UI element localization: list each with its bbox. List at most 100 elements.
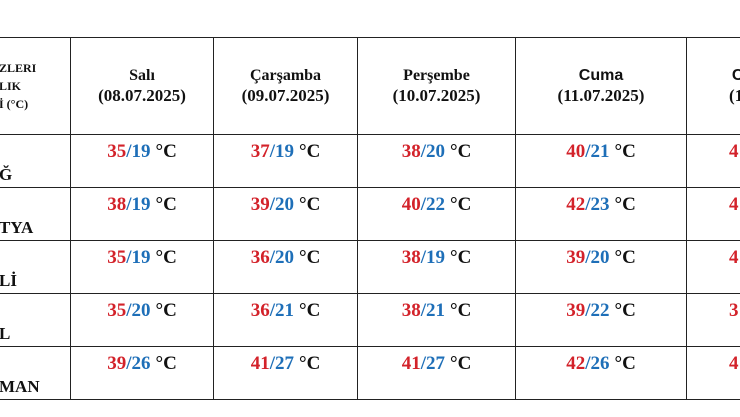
low-temp: 22 [425,194,445,215]
temp-cell: 3 [686,293,740,347]
data-row: Ğ 35/19 °C 37/19 °C 38/20 °C 40/21 °C 4 [0,134,740,188]
data-row: TYA 38/19 °C 39/20 °C 40/22 °C 42/23 °C 4 [0,187,740,241]
low-temp: 23 [590,194,610,215]
day-name: Perşembe [403,67,470,84]
high-temp: 35 [107,141,127,162]
low-temp: 19 [274,141,294,162]
low-temp: 26 [590,353,610,374]
unit: °C [298,247,321,268]
day-date: (11.07.2025) [557,86,645,105]
high-temp: 36 [250,300,270,321]
high-temp: 39 [107,353,127,374]
temp-cell: 37/19 °C [213,134,358,188]
corner-line: LIK [0,79,22,93]
temp-cell: 39/20 °C [213,187,358,241]
low-temp: 26 [131,353,151,374]
day-date: (09.07.2025) [241,86,330,105]
high-temp: 36 [250,247,270,268]
temp-cell: 39/22 °C [515,293,687,347]
separator: / [269,247,275,268]
column-header: Cu (12. [686,37,740,135]
separator: / [126,353,132,374]
unit: °C [614,353,636,374]
low-temp: 21 [425,300,445,321]
low-temp: 19 [425,247,445,268]
temp-cell: 39/20 °C [515,240,687,294]
low-temp: 27 [425,353,445,374]
high-temp: 39 [566,300,586,321]
low-temp: 19 [131,141,151,162]
unit: °C [614,300,636,321]
separator: / [420,194,426,215]
separator: / [269,300,275,321]
low-temp: 20 [425,141,445,162]
low-temp: 20 [590,247,610,268]
data-row: Lİ 35/19 °C 36/20 °C 38/19 °C 39/20 °C 4 [0,240,740,294]
temp-cell: 40/22 °C [357,187,516,241]
temp-cell: 4 [686,346,740,400]
corner-cell: ZLERI LIK İ (°C) [0,37,71,135]
day-name: Cu [731,67,740,84]
unit: °C [614,194,636,215]
low-temp: 21 [274,300,294,321]
low-temp: 20 [131,300,151,321]
header-row: ZLERI LIK İ (°C) Salı (08.07.2025) Çarşamba (0… [0,37,740,135]
high-temp: 3 [729,300,739,321]
separator: / [585,353,591,374]
high-temp: 35 [107,247,127,268]
high-temp: 37 [250,141,270,162]
temp-cell: 35/20 °C [70,293,214,347]
separator: / [126,194,132,215]
day-name: Cuma [578,67,624,84]
row-label: Lİ [0,240,71,294]
day-date: (12. [729,86,740,105]
day-date: (08.07.2025) [98,86,186,105]
high-temp: 4 [729,247,739,268]
column-header: Perşembe (10.07.2025) [357,37,516,135]
temp-cell: 38/21 °C [357,293,516,347]
column-header: Salı (08.07.2025) [70,37,214,135]
day-name: Salı [129,67,155,84]
row-label: TYA [0,187,71,241]
data-row: MAN 39/26 °C 41/27 °C 41/27 °C 42/26 °C 4 [0,346,740,400]
high-temp: 38 [107,194,127,215]
forecast-table: ZLERI LIK İ (°C) Salı (08.07.2025) Çarşamba (0… [0,37,740,400]
day-date: (10.07.2025) [392,86,481,105]
separator: / [420,353,426,374]
high-temp: 40 [566,141,586,162]
low-temp: 20 [274,194,294,215]
high-temp: 41 [401,353,421,374]
temp-cell: 41/27 °C [357,346,516,400]
high-temp: 38 [401,300,421,321]
separator: / [585,247,591,268]
separator: / [126,247,132,268]
temp-cell: 36/20 °C [213,240,358,294]
low-temp: 22 [590,300,610,321]
corner-line: İ (°C) [0,97,29,111]
unit: °C [449,353,472,374]
day-name: Çarşamba [249,67,322,84]
unit: °C [298,141,321,162]
high-temp: 39 [566,247,586,268]
separator: / [269,194,275,215]
separator: / [420,247,426,268]
separator: / [585,194,591,215]
high-temp: 4 [729,194,739,215]
high-temp: 38 [401,141,421,162]
unit: °C [298,300,321,321]
high-temp: 4 [729,353,739,374]
temp-cell: 42/26 °C [515,346,687,400]
unit: °C [298,353,321,374]
unit: °C [449,300,472,321]
unit: °C [155,300,177,321]
row-label: Ğ [0,134,71,188]
low-temp: 19 [131,194,151,215]
unit: °C [155,353,177,374]
low-temp: 21 [590,141,610,162]
column-header: Çarşamba (09.07.2025) [213,37,358,135]
unit: °C [614,247,636,268]
separator: / [126,141,132,162]
temp-cell: 35/19 °C [70,134,214,188]
temp-cell: 39/26 °C [70,346,214,400]
